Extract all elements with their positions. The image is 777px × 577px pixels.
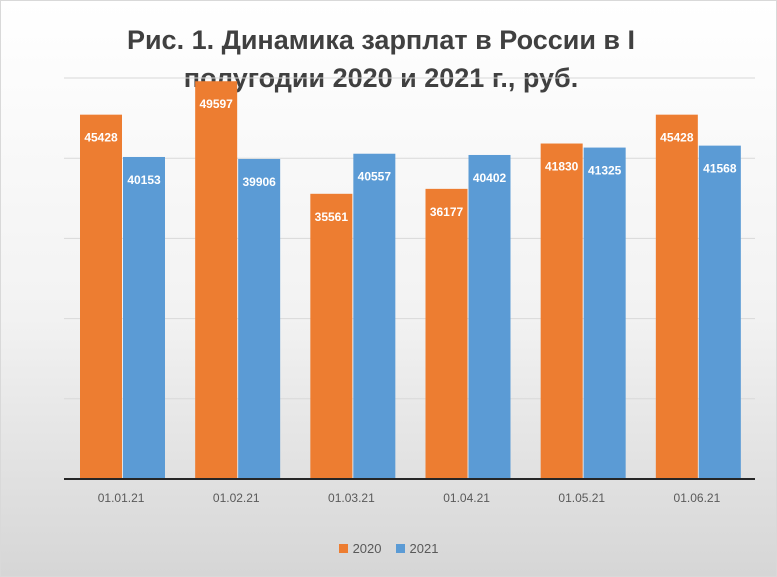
bar-2021-01.04.21 [468, 154, 511, 480]
data-label: 41325 [588, 164, 622, 178]
x-tick-label: 01.01.21 [98, 491, 145, 505]
x-tick-label: 01.03.21 [328, 491, 375, 505]
x-tick-label: 01.04.21 [443, 491, 490, 505]
bar-2020-01.06.21 [655, 114, 698, 479]
legend-item-2020: 2020 [338, 541, 382, 556]
data-label: 45428 [84, 131, 118, 145]
x-tick-label: 01.05.21 [558, 491, 605, 505]
data-label: 39906 [242, 175, 276, 189]
data-label: 36177 [430, 205, 464, 219]
legend-label: 2021 [409, 541, 439, 556]
legend-label: 2020 [352, 541, 382, 556]
data-label: 35561 [315, 210, 349, 224]
bar-2021-01.05.21 [583, 147, 626, 480]
legend-swatch [395, 544, 405, 553]
data-label: 41830 [545, 160, 579, 174]
bar-2020-01.02.21 [195, 81, 238, 480]
data-label: 40402 [473, 171, 507, 185]
x-tick-label: 01.06.21 [674, 491, 721, 505]
legend-item-2021: 2021 [395, 541, 439, 556]
data-label: 49597 [199, 97, 233, 111]
bar-2020-01.03.21 [310, 193, 353, 479]
bar-2021-01.06.21 [698, 145, 741, 479]
bar-2021-01.03.21 [353, 153, 396, 480]
legend-swatch [338, 544, 348, 553]
bar-2020-01.04.21 [425, 188, 468, 479]
bar-2021-01.01.21 [123, 156, 165, 479]
data-label: 41568 [703, 162, 737, 176]
data-label: 40557 [358, 170, 392, 184]
bar-2020-01.05.21 [540, 143, 583, 479]
x-tick-label: 01.02.21 [213, 491, 260, 505]
chart-legend: 2020 2021 [0, 541, 777, 556]
data-label: 40153 [127, 173, 161, 187]
bar-2021-01.02.21 [238, 158, 281, 480]
bar-2020-01.01.21 [80, 114, 122, 479]
data-label: 45428 [660, 131, 694, 145]
